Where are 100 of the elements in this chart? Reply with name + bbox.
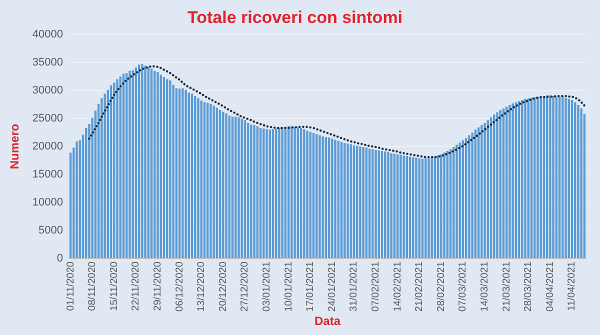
bar (316, 134, 318, 258)
bar (400, 154, 402, 258)
bar (384, 152, 386, 258)
bar (216, 108, 218, 258)
bar (344, 143, 346, 258)
bar (309, 132, 312, 258)
bar (486, 120, 489, 258)
bar (169, 80, 172, 258)
bar (250, 124, 252, 258)
bar (474, 130, 477, 258)
bar (496, 112, 498, 258)
bar (290, 126, 293, 258)
y-tick-label: 5000 (38, 224, 63, 237)
bar (402, 155, 405, 258)
bar (128, 70, 131, 258)
x-tick-label: 07/03/2021 (458, 261, 469, 312)
x-tick-label: 28/03/2021 (523, 261, 534, 312)
bar (206, 102, 209, 258)
bar (412, 157, 414, 258)
bar (350, 144, 352, 258)
bar (440, 154, 442, 258)
bar (346, 144, 349, 258)
bar (340, 142, 343, 258)
bar (154, 70, 156, 258)
bar (549, 95, 552, 258)
bar (166, 79, 168, 258)
bar (471, 132, 474, 258)
bar (138, 64, 140, 258)
bar (424, 158, 427, 258)
x-tick-label: 13/12/2020 (196, 261, 208, 312)
x-tick-label: 04/04/2021 (544, 261, 556, 312)
bar (430, 158, 433, 258)
bar (281, 127, 284, 258)
bar (188, 92, 190, 258)
bar (240, 118, 243, 258)
x-tick-label: 11/04/2021 (566, 261, 578, 311)
bar (502, 108, 505, 258)
bar (518, 101, 520, 258)
y-tick-label: 10000 (32, 196, 63, 209)
y-tick-label: 20000 (32, 140, 63, 153)
bar (122, 74, 125, 258)
bar (542, 96, 546, 258)
bar (200, 100, 202, 258)
bar (562, 96, 564, 258)
bar (268, 130, 271, 258)
chart-title: Totale ricoveri con sintomi (187, 8, 403, 27)
bar (134, 67, 138, 258)
y-axis-title: Numero (8, 124, 22, 170)
bar (558, 96, 561, 258)
y-tick-label: 30000 (32, 84, 63, 96)
x-tick-label: 27/12/2020 (240, 261, 251, 312)
y-tick-label: 35000 (32, 56, 63, 68)
bar (246, 122, 250, 258)
bar (408, 156, 412, 258)
bar (546, 95, 548, 258)
bar (352, 145, 356, 258)
x-tick-label: 22/11/2020 (130, 261, 142, 311)
bar (362, 147, 364, 258)
bar (449, 149, 452, 258)
bar (477, 127, 480, 258)
x-tick-label: 17/01/2021 (305, 261, 316, 312)
bar (225, 113, 228, 258)
bar (508, 105, 511, 258)
x-tick-label: 31/01/2021 (348, 261, 360, 312)
bar (222, 112, 224, 258)
bar (306, 130, 308, 258)
x-tick-label: 08/11/2020 (87, 261, 98, 311)
bar (324, 136, 328, 258)
bar (160, 74, 162, 258)
x-tick-label: 07/02/2021 (370, 261, 382, 312)
bar (228, 116, 230, 258)
x-tick-label: 10/01/2021 (283, 261, 294, 312)
bar (190, 94, 194, 258)
bar (514, 102, 518, 258)
bar (184, 90, 187, 258)
bar (499, 110, 502, 258)
x-tick-label: 21/02/2021 (414, 261, 426, 312)
bar (456, 144, 458, 258)
y-tick-label: 25000 (32, 112, 63, 124)
bar (278, 128, 280, 258)
x-axis-title: Data (314, 314, 341, 328)
bar (275, 128, 278, 258)
bar (106, 90, 110, 258)
bar (144, 66, 146, 258)
bar (76, 141, 78, 258)
bar (505, 106, 508, 258)
bar (126, 73, 128, 258)
bar (218, 110, 222, 258)
x-tick-label: 06/12/2020 (174, 261, 186, 312)
bar (147, 66, 150, 258)
bar (141, 64, 144, 258)
bar (415, 158, 418, 258)
bar (322, 136, 324, 258)
bar (162, 76, 166, 258)
bar (231, 116, 234, 258)
bar (530, 98, 533, 258)
bar (150, 68, 153, 258)
bar (238, 117, 240, 258)
bar (458, 142, 461, 258)
bar (318, 135, 321, 258)
